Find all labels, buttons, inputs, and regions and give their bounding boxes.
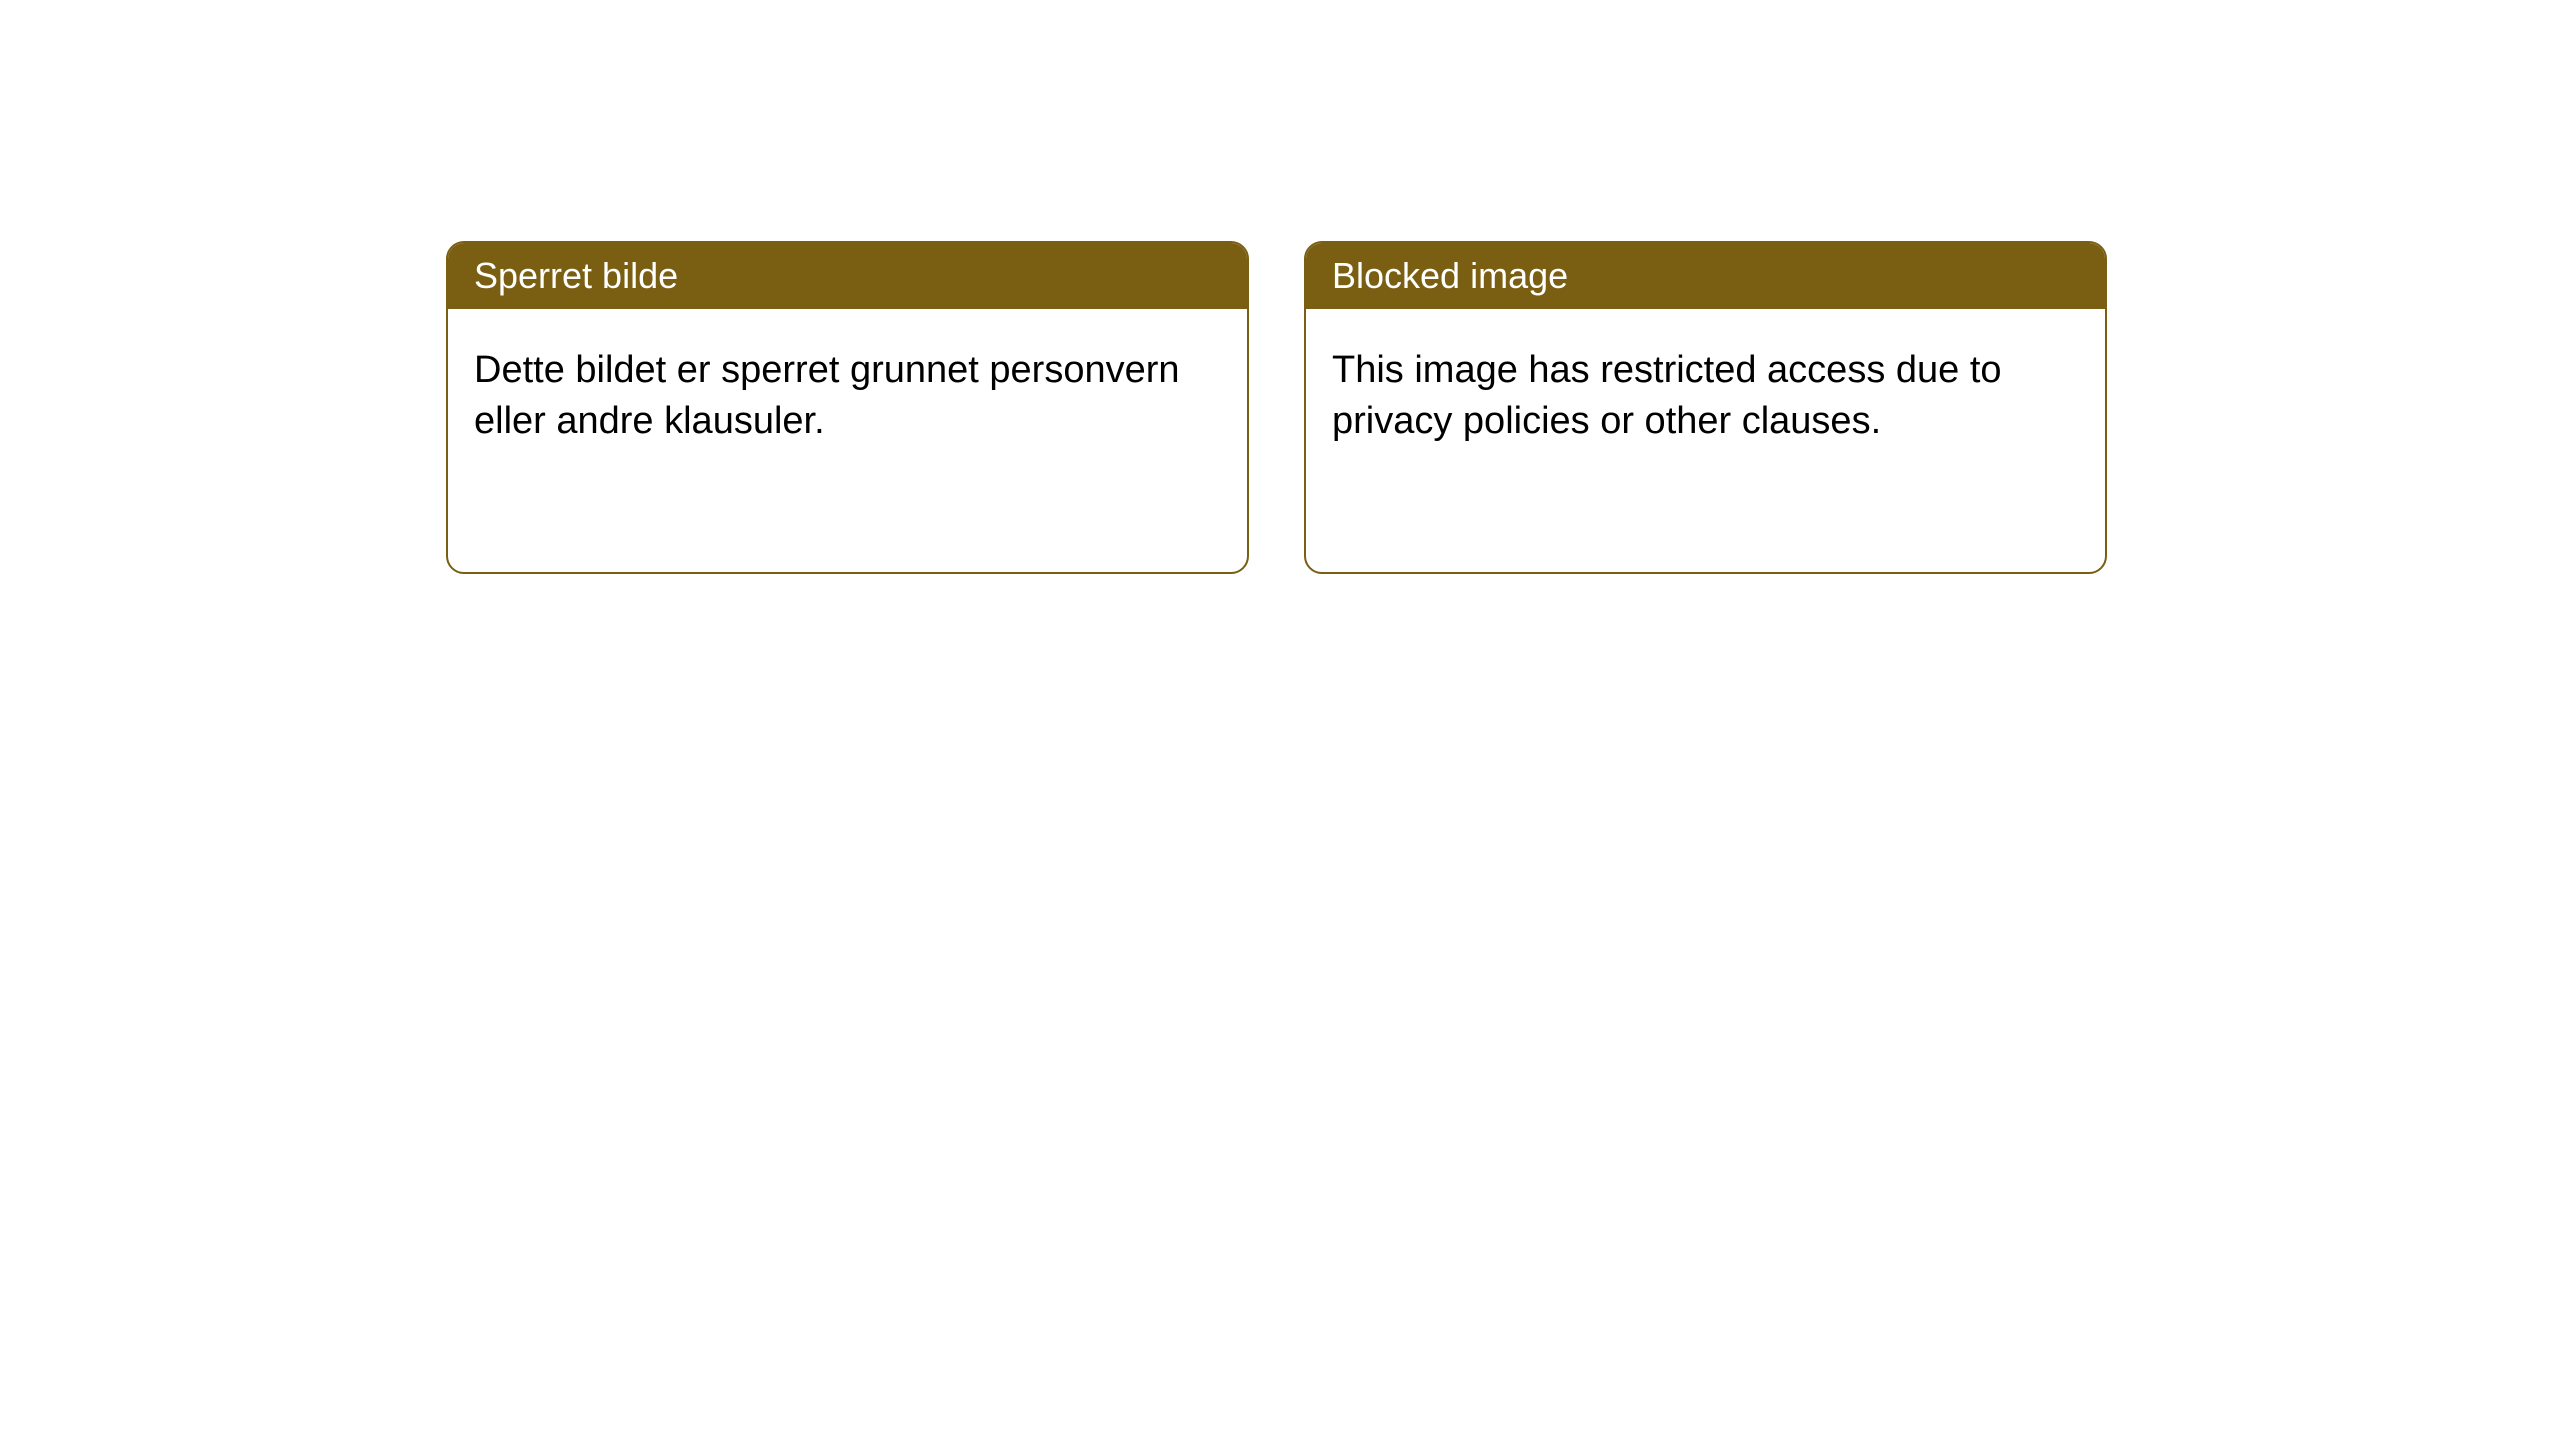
card-header: Blocked image bbox=[1306, 243, 2105, 309]
card-body: This image has restricted access due to … bbox=[1306, 309, 2105, 484]
blocked-image-card-en: Blocked image This image has restricted … bbox=[1304, 241, 2107, 574]
card-header: Sperret bilde bbox=[448, 243, 1247, 309]
card-body-text: This image has restricted access due to … bbox=[1332, 349, 2002, 442]
card-title: Sperret bilde bbox=[474, 255, 678, 296]
card-body: Dette bildet er sperret grunnet personve… bbox=[448, 309, 1247, 484]
card-title: Blocked image bbox=[1332, 255, 1568, 296]
blocked-image-card-no: Sperret bilde Dette bildet er sperret gr… bbox=[446, 241, 1249, 574]
card-body-text: Dette bildet er sperret grunnet personve… bbox=[474, 349, 1180, 442]
cards-container: Sperret bilde Dette bildet er sperret gr… bbox=[446, 241, 2107, 574]
